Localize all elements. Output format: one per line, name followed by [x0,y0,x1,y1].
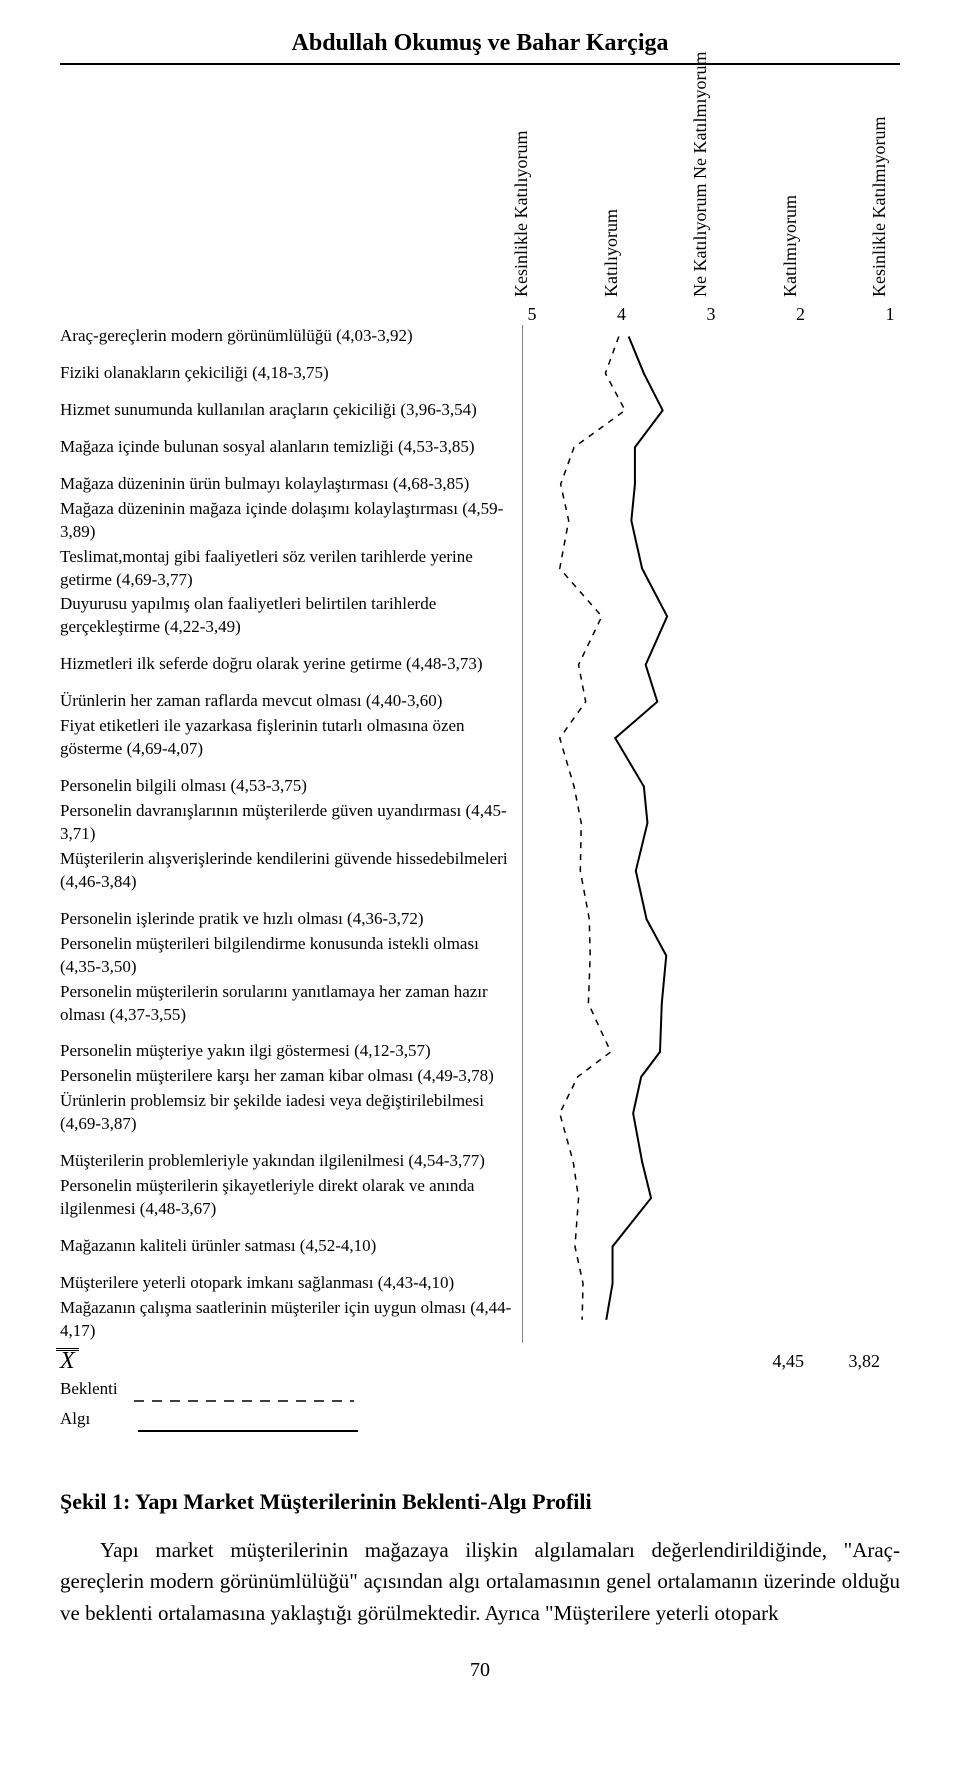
item-label: Mağazanın kaliteli ürünler satması (4,52… [60,1235,512,1258]
item-label: Personelin müşterilerin şikayetleriyle d… [60,1175,512,1221]
item-label: Müşterilere yeterli otopark imkanı sağla… [60,1272,512,1295]
item-label: Mağazanın çalışma saatlerinin müşteriler… [60,1297,512,1343]
chart-column: Kesinlikle Katılıyorum5Katılıyorum4Ne Ka… [522,105,900,1372]
axis-header: Kesinlikle Katılıyorum5Katılıyorum4Ne Ka… [522,105,900,325]
means-row: 4,45 3,82 [522,1351,900,1372]
page-title: Abdullah Okumuş ve Bahar Karçiga [60,30,900,57]
page-number: 70 [60,1659,900,1682]
item-label: Personelin müşterileri bilgilendirme kon… [60,933,512,979]
profile-lines-svg [522,325,900,1343]
axis-label: Ne Katılıyorum Ne Katılmıyorum [690,52,711,297]
axis-tick: 3 [701,304,721,325]
body-paragraph: Yapı market müşterilerinin mağazaya iliş… [60,1535,900,1630]
item-label: Mağaza düzeninin ürün bulmayı kolaylaştı… [60,473,512,496]
item-label: Personelin işlerinde pratik ve hızlı olm… [60,908,512,931]
item-label: Hizmetleri ilk seferde doğru olarak yeri… [60,653,512,676]
title-rule [60,63,900,65]
label-column: Araç-gereçlerin modern görünümlülüğü (4,… [60,105,522,1429]
legend-algi-label: Algı [60,1409,90,1429]
item-label: Personelin müşterilere karşı her zaman k… [60,1065,512,1088]
axis-tick: 5 [522,304,542,325]
axis-tick: 1 [880,304,900,325]
axis-label: Katılıyorum [601,209,622,297]
plot-area [522,325,900,1343]
item-label: Personelin müşteriye yakın ilgi gösterme… [60,1040,512,1063]
item-label: Personelin davranışlarının müşterilerde … [60,800,512,846]
axis-tick: 4 [612,304,632,325]
item-label: Ürünlerin her zaman raflarda mevcut olma… [60,690,512,713]
item-label: Ürünlerin problemsiz bir şekilde iadesi … [60,1090,512,1136]
item-label: Fiyat etiketleri ile yazarkasa fişlerini… [60,715,512,761]
item-label: Fiziki olanakların çekiciliği (4,18-3,75… [60,362,512,385]
axis-tick: 2 [791,304,811,325]
item-label: Personelin müşterilerin sorularını yanıt… [60,981,512,1027]
axis-label: Kesinlikle Katılıyorum [511,131,532,297]
items-list: Araç-gereçlerin modern görünümlülüğü (4,… [60,325,512,1343]
item-label: Teslimat,montaj gibi faaliyetleri söz ve… [60,546,512,592]
item-label: Müşterilerin problemleriyle yakından ilg… [60,1150,512,1173]
item-label: Mağaza düzeninin mağaza içinde dolaşımı … [60,498,512,544]
figure-layout: Araç-gereçlerin modern görünümlülüğü (4,… [60,105,900,1429]
axis-label: Katılmıyorum [780,195,801,297]
item-label: Personelin bilgili olması (4,53-3,75) [60,775,512,798]
item-label: Mağaza içinde bulunan sosyal alanların t… [60,436,512,459]
mean-algi: 3,82 [849,1351,881,1372]
x-bar-symbol: X [60,1349,75,1373]
figure-caption: Şekil 1: Yapı Market Müşterilerinin Bekl… [60,1489,900,1515]
item-label: Duyurusu yapılmış olan faaliyetleri beli… [60,593,512,639]
mean-beklenti: 4,45 [773,1351,805,1372]
legend-beklenti-label: Beklenti [60,1379,118,1399]
legend-algi-line [138,1418,358,1420]
item-label: Hizmet sunumunda kullanılan araçların çe… [60,399,512,422]
item-label: Araç-gereçlerin modern görünümlülüğü (4,… [60,325,512,348]
axis-label: Kesinlikle Katılmıyorum [869,117,890,297]
legend-beklenti-line [134,1388,354,1390]
item-label: Müşterilerin alışverişlerinde kendilerin… [60,848,512,894]
